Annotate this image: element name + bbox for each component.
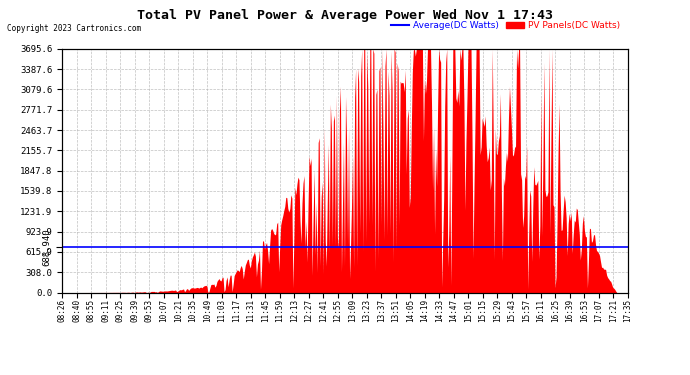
Text: Copyright 2023 Cartronics.com: Copyright 2023 Cartronics.com bbox=[7, 24, 141, 33]
Legend: Average(DC Watts), PV Panels(DC Watts): Average(DC Watts), PV Panels(DC Watts) bbox=[388, 18, 623, 34]
Text: Total PV Panel Power & Average Power Wed Nov 1 17:43: Total PV Panel Power & Average Power Wed… bbox=[137, 9, 553, 22]
